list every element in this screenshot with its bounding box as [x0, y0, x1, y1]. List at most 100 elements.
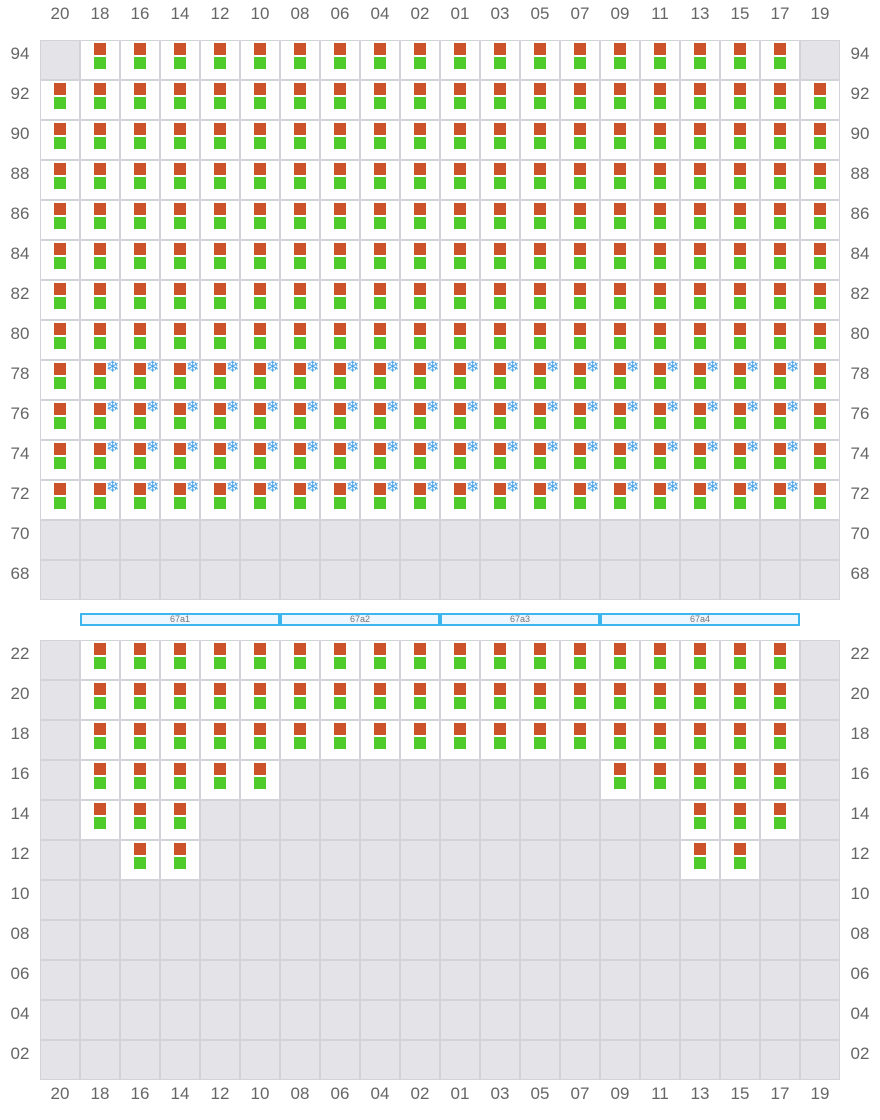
slot-occupied[interactable]: [520, 200, 560, 240]
container-lower[interactable]: [814, 97, 826, 109]
container-upper[interactable]: [334, 683, 346, 695]
container-upper[interactable]: [774, 443, 786, 455]
slot-empty[interactable]: [80, 880, 120, 920]
slot-occupied[interactable]: [800, 160, 840, 200]
container-lower[interactable]: [294, 377, 306, 389]
container-lower[interactable]: [534, 337, 546, 349]
container-upper[interactable]: [294, 283, 306, 295]
container-lower[interactable]: [654, 177, 666, 189]
slot-occupied[interactable]: ❄: [440, 479, 480, 520]
container-lower[interactable]: [654, 657, 666, 669]
container-lower[interactable]: [174, 177, 186, 189]
container-upper[interactable]: [494, 283, 506, 295]
slot-empty[interactable]: [40, 760, 80, 800]
slot-empty[interactable]: [800, 520, 840, 560]
container-upper[interactable]: [614, 203, 626, 215]
slot-occupied[interactable]: [40, 80, 80, 120]
hatch-cover[interactable]: 67a4: [600, 613, 800, 626]
slot-occupied[interactable]: [120, 280, 160, 320]
slot-occupied[interactable]: [760, 80, 800, 120]
container-lower[interactable]: [134, 457, 146, 469]
slot-occupied[interactable]: [800, 400, 840, 440]
container-lower[interactable]: [574, 257, 586, 269]
container-lower[interactable]: [374, 377, 386, 389]
container-upper[interactable]: [334, 83, 346, 95]
container-upper[interactable]: [734, 363, 746, 375]
container-upper[interactable]: [254, 123, 266, 135]
slot-empty[interactable]: [680, 1000, 720, 1040]
container-lower[interactable]: [134, 857, 146, 869]
slot-occupied[interactable]: [40, 440, 80, 480]
container-upper[interactable]: [94, 443, 106, 455]
slot-empty[interactable]: [160, 880, 200, 920]
container-lower[interactable]: [294, 57, 306, 69]
slot-occupied[interactable]: ❄: [640, 479, 680, 520]
slot-occupied[interactable]: [120, 200, 160, 240]
container-lower[interactable]: [774, 737, 786, 749]
slot-occupied[interactable]: ❄: [160, 399, 200, 440]
container-lower[interactable]: [414, 177, 426, 189]
slot-occupied[interactable]: ❄: [640, 439, 680, 480]
container-upper[interactable]: [334, 443, 346, 455]
slot-occupied[interactable]: [640, 640, 680, 680]
container-lower[interactable]: [294, 417, 306, 429]
slot-occupied[interactable]: [800, 80, 840, 120]
container-lower[interactable]: [94, 417, 106, 429]
slot-empty[interactable]: [80, 520, 120, 560]
container-upper[interactable]: [254, 723, 266, 735]
container-upper[interactable]: [654, 443, 666, 455]
container-upper[interactable]: [334, 403, 346, 415]
container-upper[interactable]: [654, 43, 666, 55]
container-lower[interactable]: [534, 377, 546, 389]
container-upper[interactable]: [294, 123, 306, 135]
container-upper[interactable]: [694, 363, 706, 375]
container-lower[interactable]: [214, 737, 226, 749]
container-lower[interactable]: [534, 97, 546, 109]
slot-occupied[interactable]: ❄: [80, 479, 120, 520]
slot-occupied[interactable]: [520, 280, 560, 320]
slot-occupied[interactable]: [120, 320, 160, 360]
container-upper[interactable]: [174, 683, 186, 695]
container-upper[interactable]: [454, 403, 466, 415]
container-upper[interactable]: [254, 203, 266, 215]
slot-occupied[interactable]: [320, 680, 360, 720]
container-lower[interactable]: [534, 257, 546, 269]
container-upper[interactable]: [54, 483, 66, 495]
slot-occupied[interactable]: [680, 840, 720, 880]
container-upper[interactable]: [214, 203, 226, 215]
container-lower[interactable]: [654, 137, 666, 149]
slot-occupied[interactable]: [520, 160, 560, 200]
slot-occupied[interactable]: ❄: [320, 359, 360, 400]
container-upper[interactable]: [374, 403, 386, 415]
container-lower[interactable]: [454, 297, 466, 309]
container-lower[interactable]: [334, 177, 346, 189]
container-lower[interactable]: [214, 497, 226, 509]
slot-empty[interactable]: [320, 920, 360, 960]
container-upper[interactable]: [614, 363, 626, 375]
container-lower[interactable]: [734, 697, 746, 709]
container-upper[interactable]: [94, 643, 106, 655]
container-upper[interactable]: [214, 43, 226, 55]
container-upper[interactable]: [774, 203, 786, 215]
slot-occupied[interactable]: [480, 80, 520, 120]
slot-occupied[interactable]: [440, 280, 480, 320]
slot-empty[interactable]: [520, 960, 560, 1000]
slot-occupied[interactable]: [280, 80, 320, 120]
container-upper[interactable]: [374, 323, 386, 335]
container-lower[interactable]: [654, 777, 666, 789]
container-upper[interactable]: [494, 483, 506, 495]
slot-occupied[interactable]: [40, 200, 80, 240]
slot-occupied[interactable]: [480, 640, 520, 680]
container-lower[interactable]: [574, 377, 586, 389]
slot-occupied[interactable]: [440, 40, 480, 80]
container-lower[interactable]: [374, 737, 386, 749]
slot-empty[interactable]: [240, 960, 280, 1000]
container-upper[interactable]: [694, 123, 706, 135]
slot-occupied[interactable]: ❄: [280, 479, 320, 520]
container-upper[interactable]: [94, 283, 106, 295]
container-upper[interactable]: [654, 283, 666, 295]
slot-empty[interactable]: [600, 840, 640, 880]
container-lower[interactable]: [414, 97, 426, 109]
container-upper[interactable]: [574, 363, 586, 375]
container-upper[interactable]: [134, 43, 146, 55]
